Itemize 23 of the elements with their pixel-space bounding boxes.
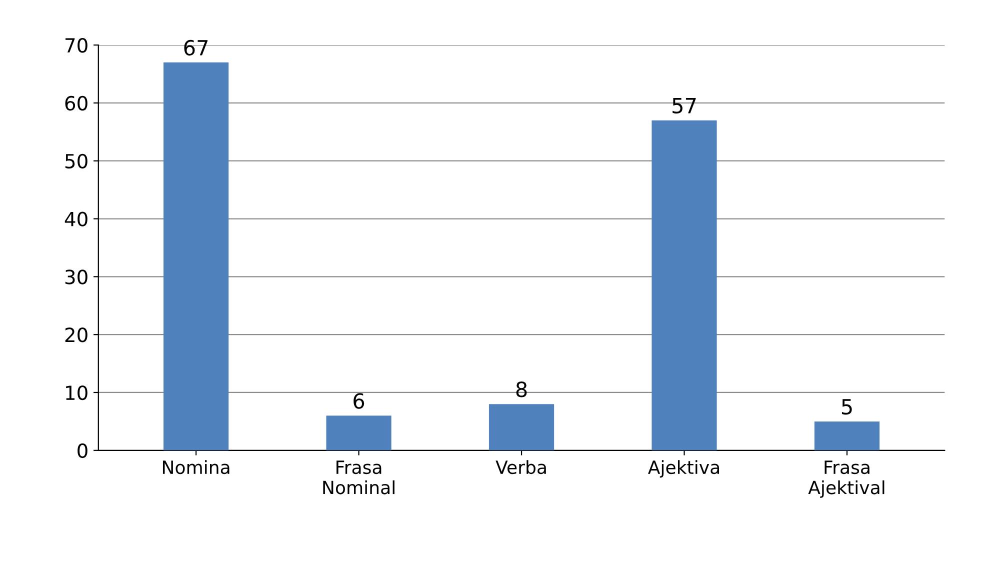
data-label: 5	[842, 399, 852, 415]
y-tick-label: 0	[78, 443, 88, 458]
y-tick-label: 60	[65, 96, 88, 111]
data-label: 8	[516, 382, 527, 398]
bar	[488, 404, 554, 450]
y-tick-label: 20	[65, 328, 88, 342]
data-label: 57	[672, 98, 696, 114]
data-label: 67	[184, 40, 208, 56]
y-tick-label: 10	[66, 385, 88, 400]
bar	[326, 416, 392, 450]
y-tick-label: 40	[64, 212, 88, 226]
x-tick-label: Ajektiva	[648, 460, 720, 478]
data-label: 6	[354, 393, 364, 409]
y-tick-label: 30	[65, 270, 88, 284]
x-tick-label: Frasa Nominal	[323, 460, 394, 494]
y-tick-label: 50	[65, 154, 88, 169]
bar	[814, 421, 880, 450]
x-tick-label: Frasa Ajektival	[808, 460, 884, 498]
y-tick-label: 70	[66, 38, 88, 53]
bar	[163, 62, 229, 450]
x-tick-label: Verba	[496, 460, 546, 474]
bar	[652, 120, 717, 450]
x-tick-label: Nomina	[162, 460, 230, 474]
